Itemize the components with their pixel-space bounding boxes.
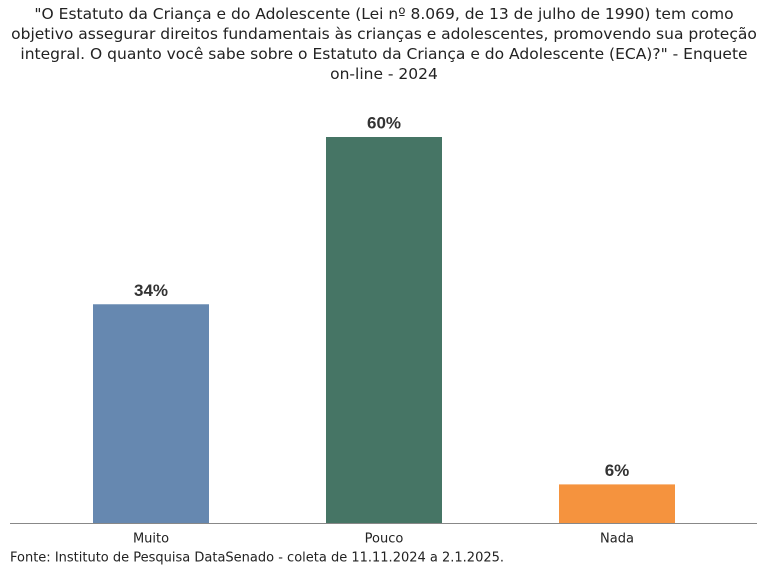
x-tick-label: Pouco xyxy=(365,532,404,547)
bar xyxy=(559,484,675,523)
bar xyxy=(93,304,209,523)
chart-title: "O Estatuto da Criança e do Adolescente … xyxy=(11,5,757,83)
x-tick-label: Nada xyxy=(600,532,634,547)
bar xyxy=(326,137,442,523)
x-tick-label: Muito xyxy=(133,532,169,547)
value-label: 34% xyxy=(134,281,168,300)
value-label: 6% xyxy=(605,461,630,480)
value-label: 60% xyxy=(367,113,401,132)
source: Fonte: Instituto de Pesquisa DataSenado … xyxy=(10,551,504,566)
